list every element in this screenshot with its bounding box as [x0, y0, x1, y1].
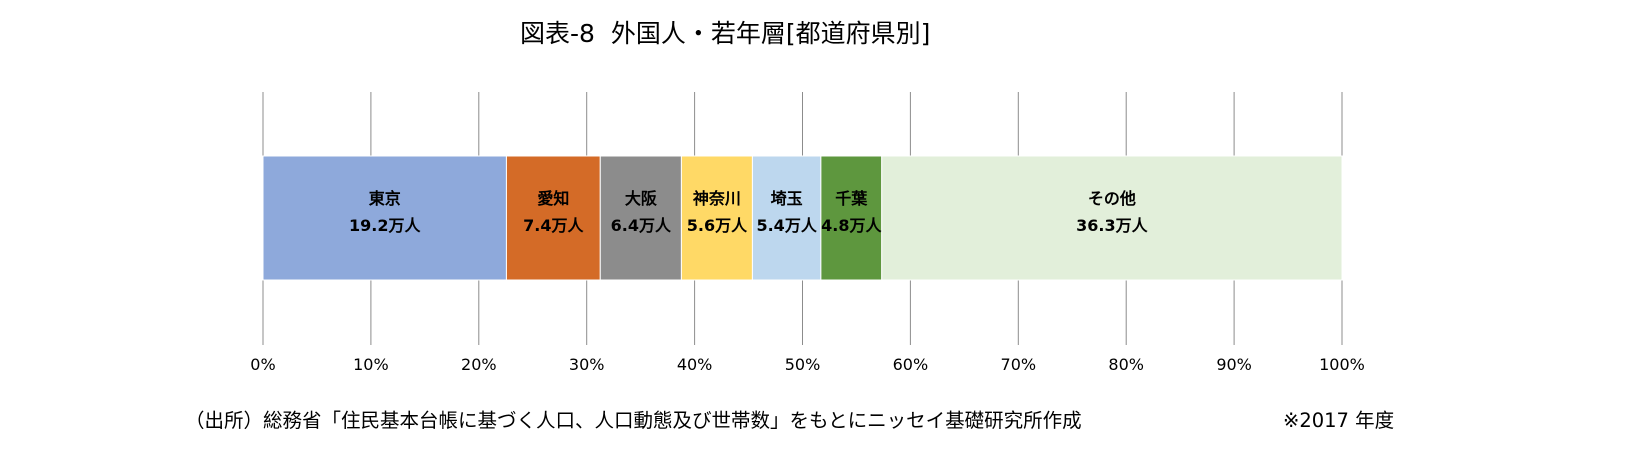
segment-value-label: 5.4万人 — [756, 216, 817, 235]
bar-segment — [881, 155, 1343, 281]
segment-value-label: 4.8万人 — [821, 216, 882, 235]
x-tick-label: 50% — [785, 355, 821, 374]
x-axis-tick-labels: 0% 10% 20% 30% 40% 50% 60% 70% 80% 90% 100% — [250, 355, 1365, 374]
x-tick-label: 20% — [461, 355, 497, 374]
x-tick-label: 100% — [1319, 355, 1365, 374]
segment-name-label: 千葉 — [835, 189, 868, 208]
segment-value-label: 36.3万人 — [1076, 216, 1148, 235]
x-tick-label: 10% — [353, 355, 389, 374]
x-tick-label: 30% — [569, 355, 605, 374]
x-tick-label: 90% — [1216, 355, 1252, 374]
segment-value-label: 7.4万人 — [523, 216, 584, 235]
x-tick-label: 0% — [250, 355, 275, 374]
year-note: ※2017 年度 — [1283, 409, 1395, 432]
segment-value-label: 5.6万人 — [687, 216, 748, 235]
x-tick-label: 70% — [1001, 355, 1037, 374]
segment-value-label: 6.4万人 — [611, 216, 672, 235]
bar-segments — [262, 155, 1343, 281]
segment-name-label: その他 — [1088, 189, 1136, 208]
bar-segment — [820, 155, 883, 281]
source-note: （出所）総務省「住民基本台帳に基づく人口、人口動態及び世帯数」をもとにニッセイ基… — [185, 409, 1082, 432]
x-tick-label: 80% — [1108, 355, 1144, 374]
x-tick-label: 60% — [893, 355, 929, 374]
segment-name-label: 愛知 — [537, 189, 569, 208]
segment-name-label: 埼玉 — [771, 189, 803, 208]
bar-segment — [505, 155, 601, 281]
segment-name-label: 東京 — [369, 189, 401, 208]
segment-name-label: 神奈川 — [693, 189, 741, 208]
segment-value-label: 19.2万人 — [349, 216, 421, 235]
bar-segment — [262, 155, 507, 281]
x-tick-label: 40% — [677, 355, 713, 374]
bar-segment — [599, 155, 682, 281]
segment-name-label: 大阪 — [625, 189, 658, 208]
chart-title: 図表-8 外国人・若年層[都道府県別] — [520, 19, 931, 48]
